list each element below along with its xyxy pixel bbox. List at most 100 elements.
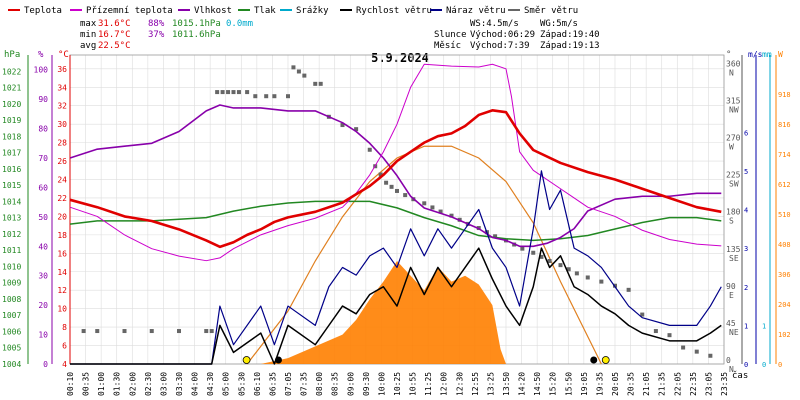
tick-x: 06:10 bbox=[253, 372, 262, 396]
tick-x: 20:05 bbox=[611, 372, 620, 396]
info-sun-label: Slunce bbox=[434, 30, 467, 40]
tick-x: 21:35 bbox=[658, 372, 667, 396]
wind-direction-point bbox=[318, 81, 323, 86]
wind-direction-point bbox=[438, 209, 443, 214]
tick-direction-deg: 135 bbox=[726, 245, 741, 254]
tick-x: 04:00 bbox=[191, 372, 200, 396]
wind-direction-point bbox=[204, 329, 209, 334]
tick-percent: 10 bbox=[38, 331, 48, 340]
tick-percent: 100 bbox=[34, 66, 49, 75]
series-solar-area bbox=[260, 261, 506, 364]
tick-x: 12:00 bbox=[440, 372, 449, 396]
tick-ms: 5 bbox=[744, 168, 748, 176]
wind-direction-point bbox=[149, 329, 154, 334]
legend: Teplota Přízemní teplota Vlhkost Tlak Srážky… bbox=[8, 6, 578, 16]
legend-label: Přízemní teplota bbox=[86, 6, 173, 16]
wind-direction-point bbox=[95, 329, 100, 334]
tick-direction-label: W bbox=[729, 143, 734, 152]
tick-celsius: 14 bbox=[57, 268, 67, 277]
tick-celsius: 16 bbox=[57, 249, 67, 258]
axis-unit-direction: ° bbox=[726, 50, 731, 60]
tick-x: 07:05 bbox=[284, 372, 293, 396]
tick-hpa: 1005 bbox=[2, 344, 21, 353]
tick-percent: 90 bbox=[38, 95, 48, 104]
wind-direction-point bbox=[220, 90, 225, 95]
tick-hpa: 1008 bbox=[2, 295, 21, 304]
tick-wm: 204 bbox=[778, 301, 791, 309]
stats-block: max 31.6°C 88% 1015.1hPa 0.0mm min 16.7°… bbox=[80, 19, 253, 51]
axis-unit-wm: W bbox=[778, 50, 783, 59]
legend-label: Teplota bbox=[24, 6, 62, 16]
tick-hpa: 1009 bbox=[2, 279, 21, 288]
tick-celsius: 30 bbox=[57, 120, 67, 129]
info-moon-label: Měsíc bbox=[434, 41, 461, 51]
wind-direction-point bbox=[566, 267, 571, 272]
tick-hpa: 1020 bbox=[2, 100, 21, 109]
wind-direction-point bbox=[215, 90, 220, 95]
tick-hpa: 1004 bbox=[2, 360, 21, 369]
tick-x: 04:30 bbox=[206, 372, 215, 396]
wind-direction-point bbox=[253, 94, 258, 99]
tick-direction-label: NE bbox=[729, 328, 739, 337]
wind-direction-point bbox=[272, 94, 277, 99]
stat-min-label: min bbox=[80, 30, 96, 40]
wind-direction-point bbox=[286, 94, 290, 99]
tick-x: 14:50 bbox=[533, 372, 542, 396]
wind-direction-point bbox=[558, 263, 563, 268]
info-moon-set: Západ:19:13 bbox=[540, 41, 600, 51]
tick-x: 19:05 bbox=[580, 372, 589, 396]
wind-direction-point bbox=[547, 259, 552, 263]
wind-direction-point bbox=[313, 81, 318, 86]
series-dewpoint-line bbox=[69, 63, 722, 262]
tick-x: 23:35 bbox=[720, 372, 729, 396]
tick-hpa: 1015 bbox=[2, 181, 21, 190]
tick-celsius: 12 bbox=[57, 286, 67, 295]
axis-unit-mm: mm bbox=[762, 50, 772, 59]
tick-x: 14:20 bbox=[518, 372, 527, 396]
tick-hpa: 1007 bbox=[2, 311, 21, 320]
tick-ms: 4 bbox=[744, 207, 748, 215]
tick-percent: 40 bbox=[38, 242, 48, 251]
tick-x: 22:05 bbox=[673, 372, 682, 396]
moonrise-marker bbox=[274, 356, 282, 364]
tick-celsius: 18 bbox=[57, 231, 67, 240]
wind-direction-point bbox=[694, 349, 699, 354]
axis-unit-percent: % bbox=[38, 50, 44, 60]
tick-hpa: 1006 bbox=[2, 327, 21, 336]
tick-hpa: 1011 bbox=[2, 246, 21, 255]
wind-direction-point bbox=[236, 90, 241, 95]
tick-direction-deg: 225 bbox=[726, 171, 741, 180]
stat-max-hum: 88% bbox=[148, 19, 165, 29]
moonset-marker bbox=[590, 356, 598, 364]
tick-ms: 2 bbox=[744, 284, 748, 292]
tick-wm: 612 bbox=[778, 181, 791, 189]
legend-label: Srážky bbox=[296, 6, 329, 16]
tick-direction-label: SE bbox=[729, 254, 739, 263]
wind-direction-point bbox=[296, 69, 301, 74]
tick-hpa: 1014 bbox=[2, 197, 21, 206]
wind-direction-point bbox=[599, 279, 604, 284]
tick-mm: 0 bbox=[762, 361, 766, 369]
wind-direction-point bbox=[422, 201, 427, 206]
axis-unit-ms: m/s bbox=[748, 50, 763, 59]
tick-x: 21:05 bbox=[642, 372, 651, 396]
wind-direction-point bbox=[681, 345, 686, 350]
wind-direction-point bbox=[378, 172, 383, 177]
wind-direction-point bbox=[574, 271, 579, 276]
wind-direction-point bbox=[626, 287, 631, 292]
stat-max-press: 1015.1hPa bbox=[172, 19, 221, 29]
tick-celsius: 24 bbox=[57, 176, 67, 185]
tick-x: 01:30 bbox=[113, 372, 122, 396]
series-temperature-line bbox=[69, 109, 722, 249]
tick-percent: 0 bbox=[43, 360, 48, 369]
series-humidity-line bbox=[69, 104, 722, 248]
tick-x: 00:10 bbox=[66, 372, 75, 396]
info-moon-rise: Východ:7:39 bbox=[470, 41, 530, 51]
tick-x: 05:30 bbox=[237, 372, 246, 396]
tick-direction-label: NW bbox=[729, 105, 739, 114]
tick-celsius: 26 bbox=[57, 157, 67, 166]
tick-direction-deg: 180 bbox=[726, 208, 741, 217]
tick-wm: 816 bbox=[778, 121, 791, 129]
tick-x: 02:00 bbox=[128, 372, 137, 396]
